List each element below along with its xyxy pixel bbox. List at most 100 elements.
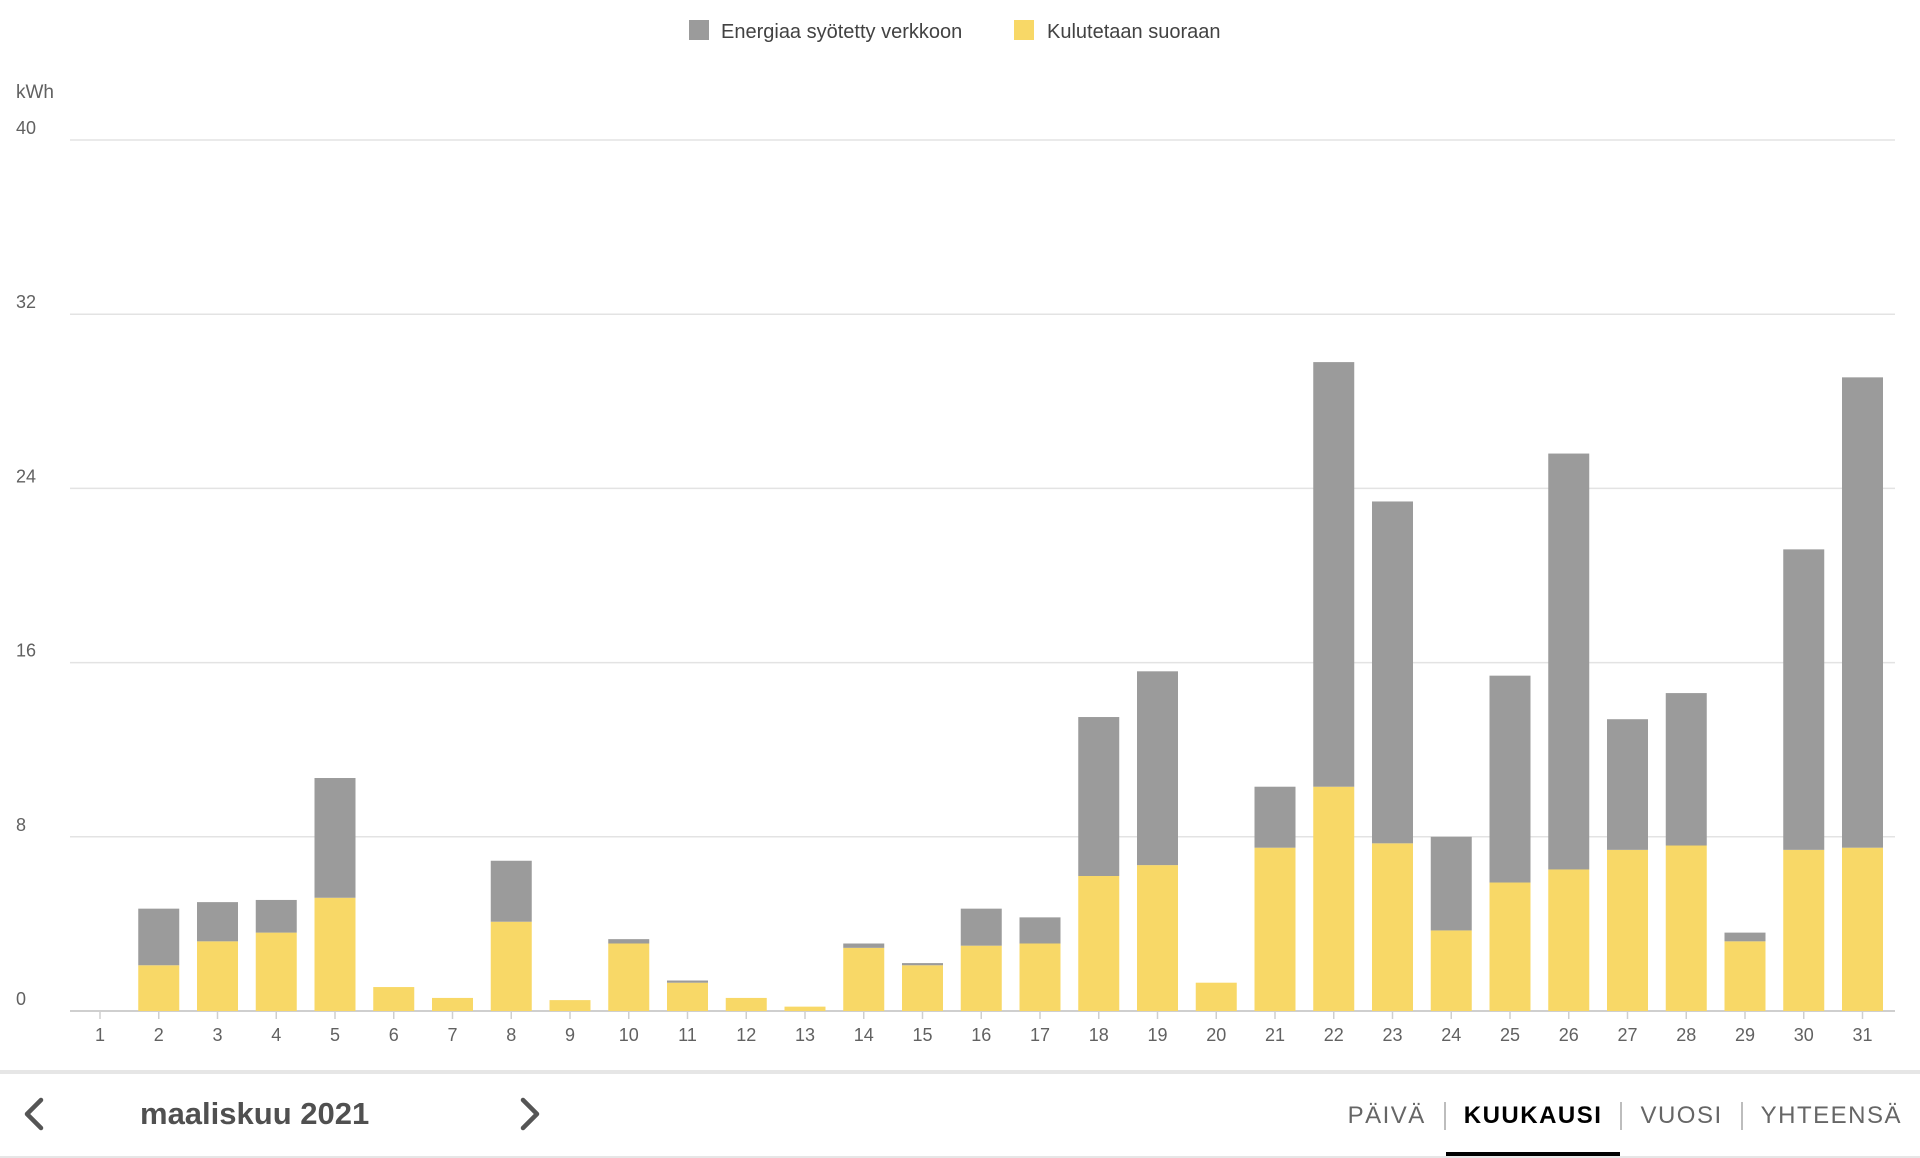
x-tick-label: 1	[95, 1025, 105, 1045]
x-tick-label: 6	[389, 1025, 399, 1045]
tab-day[interactable]: PÄIVÄ	[1347, 1102, 1426, 1129]
x-tick-label: 19	[1147, 1025, 1167, 1045]
bar-direct-use[interactable]	[1195, 982, 1237, 1011]
x-tick-label: 3	[212, 1025, 222, 1045]
bar-grid-feed[interactable]	[667, 980, 708, 983]
bar-grid-feed[interactable]	[608, 939, 650, 944]
tab-divider	[1443, 1102, 1446, 1130]
bar-grid-feed[interactable]	[843, 943, 885, 948]
x-tick-label: 8	[506, 1025, 516, 1045]
x-tick-label: 10	[619, 1025, 639, 1045]
bar-direct-use[interactable]	[1548, 869, 1590, 1011]
bar-grid-feed[interactable]	[1842, 377, 1883, 848]
bar-grid-feed[interactable]	[1254, 786, 1296, 848]
bar-direct-use[interactable]	[373, 987, 415, 1011]
legend-swatch-grid-feed	[689, 20, 709, 40]
bar-grid-feed[interactable]	[314, 778, 356, 898]
bar-grid-feed[interactable]	[1372, 501, 1413, 844]
bar-direct-use[interactable]	[1137, 865, 1178, 1011]
bar-direct-use[interactable]	[197, 941, 238, 1011]
tab-total[interactable]: YHTEENSÄ	[1760, 1102, 1902, 1129]
tab-year[interactable]: VUOSI	[1640, 1102, 1723, 1129]
bar-grid-feed[interactable]	[1548, 453, 1590, 870]
y-tick-label: 0	[16, 989, 26, 1009]
bar-grid-feed[interactable]	[490, 860, 532, 922]
bar-grid-feed[interactable]	[1313, 362, 1355, 787]
bar-direct-use[interactable]	[138, 965, 180, 1011]
bar-direct-use[interactable]	[725, 997, 767, 1011]
x-tick-label: 9	[565, 1025, 575, 1045]
bar-grid-feed[interactable]	[1489, 675, 1531, 883]
bar-grid-feed[interactable]	[1783, 549, 1825, 850]
x-tick-label: 16	[971, 1025, 991, 1045]
x-tick-label: 7	[447, 1025, 457, 1045]
bar-direct-use[interactable]	[1665, 845, 1707, 1011]
x-tick-label: 17	[1030, 1025, 1050, 1045]
bar-grid-feed[interactable]	[1019, 917, 1061, 944]
bar-direct-use[interactable]	[432, 997, 473, 1011]
bar-grid-feed[interactable]	[1607, 719, 1648, 850]
bar-direct-use[interactable]	[1842, 847, 1883, 1011]
bar-direct-use[interactable]	[608, 943, 650, 1011]
bar-grid-feed[interactable]	[197, 902, 238, 942]
bar-direct-use[interactable]	[1019, 943, 1061, 1011]
chevron-right-icon	[520, 1097, 540, 1131]
x-tick-label: 4	[271, 1025, 281, 1045]
x-tick-label: 13	[795, 1025, 815, 1045]
footer-divider	[0, 1156, 1920, 1158]
bar-direct-use[interactable]	[549, 1000, 591, 1011]
x-tick-label: 5	[330, 1025, 340, 1045]
legend-label-direct-use: Kulutetaan suoraan	[1047, 21, 1220, 43]
y-axis-unit: kWh	[16, 82, 54, 103]
bar-direct-use[interactable]	[1607, 849, 1648, 1011]
x-tick-label: 31	[1852, 1025, 1872, 1045]
bar-direct-use[interactable]	[314, 897, 356, 1011]
y-tick-labels: 0 8 16 24 32 40	[16, 118, 36, 1009]
bar-direct-use[interactable]	[1783, 849, 1825, 1011]
tab-divider	[1740, 1102, 1743, 1130]
legend: Energiaa syötetty verkkoon Kulutetaan su…	[689, 20, 1220, 43]
bar-grid-feed[interactable]	[255, 899, 297, 933]
bar-grid-feed[interactable]	[1137, 671, 1178, 866]
bar-direct-use[interactable]	[1313, 786, 1355, 1011]
x-tick-label: 29	[1735, 1025, 1755, 1045]
tab-month[interactable]: KUUKAUSI	[1445, 1074, 1621, 1158]
bar-direct-use[interactable]	[1489, 882, 1531, 1011]
x-tick-label: 21	[1265, 1025, 1285, 1045]
bar-direct-use[interactable]	[843, 947, 885, 1011]
bar-direct-use[interactable]	[1430, 930, 1472, 1011]
bar-direct-use[interactable]	[667, 982, 708, 1011]
bar-direct-use[interactable]	[784, 1006, 826, 1011]
x-tick-label: 26	[1559, 1025, 1579, 1045]
y-tick-label: 32	[16, 292, 36, 312]
bar-grid-feed[interactable]	[138, 908, 180, 966]
bar-direct-use[interactable]	[960, 945, 1002, 1011]
bar-grid-feed[interactable]	[1665, 693, 1707, 846]
period-navigation-bar: maaliskuu 2021 PÄIVÄ KUUKAUSI VUOSI YHTE…	[0, 1070, 1920, 1158]
bar-grid-feed[interactable]	[960, 908, 1002, 946]
x-tick-label: 25	[1500, 1025, 1520, 1045]
bar-direct-use[interactable]	[1724, 941, 1766, 1011]
chevron-left-icon	[24, 1097, 44, 1131]
x-tick-label: 27	[1617, 1025, 1637, 1045]
x-tick-label: 24	[1441, 1025, 1461, 1045]
x-tick-label: 23	[1382, 1025, 1402, 1045]
next-period-button[interactable]	[506, 1090, 554, 1138]
tab-divider	[1620, 1102, 1623, 1130]
legend-swatch-direct-use	[1014, 20, 1034, 40]
bar-direct-use[interactable]	[902, 965, 943, 1011]
bar-direct-use[interactable]	[1372, 843, 1413, 1011]
bar-direct-use[interactable]	[1254, 847, 1296, 1011]
bar-grid-feed[interactable]	[1724, 932, 1766, 942]
previous-period-button[interactable]	[10, 1090, 58, 1138]
bars	[138, 362, 1883, 1011]
bar-direct-use[interactable]	[1078, 875, 1120, 1011]
x-tick-label: 30	[1794, 1025, 1814, 1045]
x-tick-label: 15	[912, 1025, 932, 1045]
bar-direct-use[interactable]	[490, 921, 532, 1011]
x-tick-label: 14	[854, 1025, 874, 1045]
bar-direct-use[interactable]	[255, 932, 297, 1011]
bar-grid-feed[interactable]	[902, 963, 943, 966]
bar-grid-feed[interactable]	[1430, 836, 1472, 931]
bar-grid-feed[interactable]	[1078, 717, 1120, 876]
